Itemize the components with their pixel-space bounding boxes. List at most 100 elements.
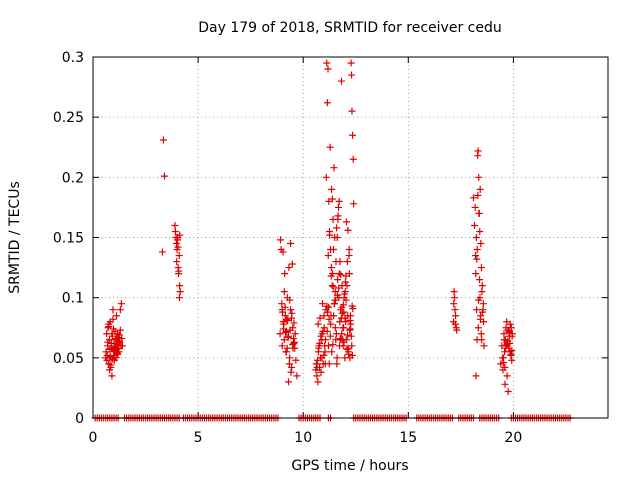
- data-point: [317, 332, 325, 340]
- data-point: [343, 258, 351, 266]
- data-point: [281, 270, 289, 278]
- data-point: [340, 308, 348, 316]
- data-point: [348, 302, 356, 310]
- data-point: [342, 318, 350, 326]
- data-point: [105, 323, 113, 331]
- y-tick-label: 0.3: [62, 50, 84, 66]
- data-point: [333, 360, 341, 368]
- y-axis-label: SRMTID / TECUs: [7, 181, 23, 294]
- data-point: [115, 331, 123, 339]
- data-point: [344, 344, 352, 352]
- data-point: [474, 324, 482, 332]
- data-point: [327, 272, 335, 280]
- data-point: [312, 360, 320, 368]
- data-point: [478, 288, 486, 296]
- data-point: [330, 312, 338, 320]
- data-point: [477, 330, 485, 338]
- data-point: [280, 336, 288, 344]
- data-point: [292, 356, 300, 364]
- x-tick-label: 15: [399, 430, 417, 446]
- data-point: [276, 330, 284, 338]
- data-point: [314, 320, 322, 328]
- data-point: [476, 315, 484, 323]
- data-point: [109, 306, 117, 314]
- data-point: [118, 335, 126, 343]
- data-point: [472, 234, 480, 241]
- data-point: [476, 276, 484, 284]
- data-point: [475, 173, 483, 181]
- data-point: [280, 288, 288, 296]
- data-point: [331, 296, 339, 304]
- data-point: [283, 344, 291, 352]
- data-point: [175, 270, 183, 278]
- data-point: [159, 136, 167, 144]
- data-point: [451, 306, 459, 314]
- data-point: [504, 388, 512, 396]
- data-point: [331, 324, 339, 332]
- data-point: [345, 246, 353, 254]
- data-point: [500, 359, 508, 367]
- data-point: [335, 270, 343, 278]
- data-point: [333, 224, 341, 232]
- data-point: [108, 372, 116, 380]
- data-point: [330, 164, 338, 172]
- y-tick-label: 0.1: [62, 291, 84, 307]
- data-point: [473, 255, 481, 263]
- data-point: [287, 368, 295, 376]
- data-point: [291, 330, 299, 338]
- data-point: [498, 354, 506, 362]
- y-tick-label: 0.25: [53, 110, 84, 126]
- data-point: [501, 380, 509, 388]
- data-point: [326, 143, 334, 151]
- x-tick-label: 5: [194, 430, 203, 446]
- data-point: [334, 212, 342, 220]
- data-point: [329, 246, 337, 254]
- data-point: [328, 195, 336, 203]
- data-point: [329, 283, 337, 291]
- data-point: [503, 318, 511, 326]
- grid-lines: [93, 57, 608, 418]
- data-point: [322, 173, 330, 181]
- data-point: [344, 331, 352, 339]
- data-point: [471, 203, 479, 211]
- data-point: [469, 194, 477, 202]
- data-point: [346, 317, 354, 325]
- data-point: [283, 315, 291, 323]
- data-point: [348, 71, 356, 79]
- data-point: [508, 332, 516, 340]
- data-point: [174, 264, 182, 272]
- data-point: [288, 260, 296, 268]
- data-point: [339, 301, 347, 309]
- data-point: [117, 300, 125, 308]
- data-point: [453, 326, 461, 334]
- data-point: [113, 312, 121, 320]
- data-point: [475, 209, 483, 217]
- data-point: [348, 342, 356, 350]
- data-point: [502, 344, 510, 352]
- data-point: [348, 351, 356, 359]
- data-point: [284, 317, 292, 325]
- data-point: [478, 282, 486, 290]
- data-point: [472, 270, 480, 278]
- data-point: [350, 200, 358, 208]
- data-point: [321, 348, 329, 356]
- data-point: [337, 77, 345, 85]
- data-point: [117, 342, 125, 350]
- data-point: [452, 312, 460, 320]
- data-point: [278, 306, 286, 314]
- data-point: [173, 258, 181, 266]
- data-point: [348, 107, 356, 115]
- data-point: [335, 203, 343, 211]
- y-tick-label: 0.05: [53, 351, 84, 367]
- data-point: [329, 341, 337, 349]
- chart-title: Day 179 of 2018, SRMTID for receiver ced…: [198, 20, 501, 36]
- data-point: [284, 378, 292, 386]
- data-point: [337, 314, 345, 322]
- data-point: [345, 350, 353, 358]
- data-point: [501, 363, 509, 371]
- data-point: [474, 147, 482, 155]
- data-point: [477, 240, 485, 248]
- data-point: [335, 284, 343, 292]
- data-point: [343, 218, 351, 226]
